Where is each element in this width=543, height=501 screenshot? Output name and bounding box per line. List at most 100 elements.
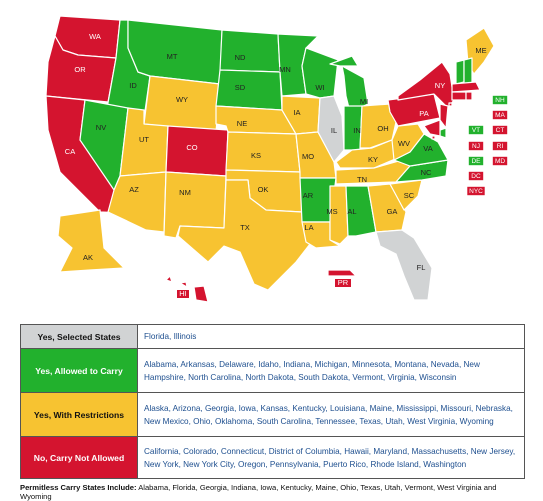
state-badge-vt[interactable]: VT xyxy=(468,125,484,135)
state-nyc[interactable] xyxy=(448,102,453,107)
state-label-tn: TN xyxy=(357,175,367,184)
state-nc[interactable] xyxy=(395,159,449,183)
state-dc[interactable] xyxy=(431,135,436,140)
state-label-pa: PA xyxy=(419,109,428,118)
state-badge-label: MD xyxy=(495,158,505,165)
legend-row-restrictions: Yes, With Restrictions Alaska, Arizona, G… xyxy=(20,392,525,437)
state-label-ny: NY xyxy=(435,81,445,90)
legend-row-selected: Yes, Selected States Florida, Illinois xyxy=(20,324,525,349)
state-label-va: VA xyxy=(423,144,432,153)
state-badge-box xyxy=(492,125,508,135)
footer-heading: Permitless Carry States Include: xyxy=(20,483,137,492)
state-sd[interactable] xyxy=(215,69,283,111)
state-badge-ma[interactable]: MA xyxy=(492,110,508,120)
state-nh[interactable] xyxy=(463,57,473,85)
legend-row-allowed: Yes, Allowed to Carry Alabama, Arkansas, … xyxy=(20,348,525,393)
footer-states: Alabama, Florida, Georgia, Indiana, Iowa… xyxy=(20,483,497,501)
state-badge-box xyxy=(468,156,484,166)
legend-states-list: Alaska, Arizona, Georgia, Iowa, Kansas, … xyxy=(137,392,525,437)
state-label-pr: PR xyxy=(338,278,349,287)
state-badge-box xyxy=(492,156,508,166)
state-label-me: ME xyxy=(475,46,486,55)
state-pa[interactable] xyxy=(387,93,441,127)
state-nj[interactable] xyxy=(439,103,449,129)
state-label-il: IL xyxy=(331,126,337,135)
label-bg-pr xyxy=(335,279,351,287)
state-label-wy: WY xyxy=(176,95,188,104)
state-label-ok: OK xyxy=(258,185,269,194)
state-label-mo: MO xyxy=(302,152,314,161)
legend-states-list: Florida, Illinois xyxy=(137,324,525,349)
state-badge-nyc[interactable]: NYC xyxy=(466,186,486,196)
state-label-hi: HI xyxy=(179,289,187,298)
state-de[interactable] xyxy=(439,127,447,139)
state-badge-md[interactable]: MD xyxy=(492,156,508,166)
state-badge-de[interactable]: DE xyxy=(468,156,484,166)
state-ct[interactable] xyxy=(451,91,467,101)
state-badge-label: NH xyxy=(495,97,505,104)
state-label-ut: UT xyxy=(139,135,149,144)
state-badge-dc[interactable]: DC xyxy=(468,171,484,181)
state-badge-nj[interactable]: NJ xyxy=(468,141,484,151)
state-hi[interactable] xyxy=(165,275,209,303)
state-label-co: CO xyxy=(186,143,197,152)
state-label-ar: AR xyxy=(303,191,314,200)
state-badge-box xyxy=(468,141,484,151)
permitless-carry-footer: Permitless Carry States Include: Alabama… xyxy=(20,483,530,501)
state-badge-ri[interactable]: RI xyxy=(492,141,508,151)
state-tx[interactable] xyxy=(177,179,311,291)
state-vt[interactable] xyxy=(455,59,465,85)
state-label-in: IN xyxy=(353,126,361,135)
state-label-ia: IA xyxy=(293,108,300,117)
state-badge-label: DE xyxy=(471,158,481,165)
state-md[interactable] xyxy=(423,119,441,137)
state-label-fl: FL xyxy=(417,263,426,272)
state-label-ms: MS xyxy=(326,207,337,216)
state-badge-box xyxy=(466,186,486,196)
legend-row-not-allowed: No, Carry Not Allowed California, Colorad… xyxy=(20,436,525,479)
label-bg-hi xyxy=(177,290,189,298)
state-pr[interactable] xyxy=(327,269,357,277)
state-label-ca: CA xyxy=(65,147,75,156)
state-badge-box xyxy=(468,125,484,135)
state-wy[interactable] xyxy=(143,75,221,133)
state-label-ne: NE xyxy=(237,119,247,128)
state-badge-box xyxy=(468,171,484,181)
state-label-ks: KS xyxy=(251,151,261,160)
state-nd[interactable] xyxy=(219,29,281,73)
state-ri[interactable] xyxy=(465,91,473,101)
legend-table: Yes, Selected States Florida, Illinois Yes… xyxy=(20,324,525,479)
state-label-az: AZ xyxy=(129,185,139,194)
state-ms[interactable] xyxy=(329,185,349,245)
state-label-ga: GA xyxy=(387,207,398,216)
state-label-wv: WV xyxy=(398,139,410,148)
state-fl[interactable] xyxy=(375,229,433,301)
state-label-ky: KY xyxy=(368,155,378,164)
state-label-nc: NC xyxy=(421,168,432,177)
legend-states-list: California, Colorado, Connecticut, Distr… xyxy=(137,436,525,479)
state-ma[interactable] xyxy=(451,81,481,93)
state-badge-box xyxy=(492,95,508,105)
state-badge-nh[interactable]: NH xyxy=(492,95,508,105)
state-label-wa: WA xyxy=(89,32,101,41)
state-al[interactable] xyxy=(345,185,377,237)
state-badge-label: DC xyxy=(471,173,481,180)
state-badge-label: VT xyxy=(472,127,480,134)
state-badge-label: MA xyxy=(495,112,505,119)
state-label-la: LA xyxy=(304,223,313,232)
state-label-al: AL xyxy=(347,207,356,216)
state-badge-ct[interactable]: CT xyxy=(492,125,508,135)
state-badge-box xyxy=(492,141,508,151)
state-label-sc: SC xyxy=(404,191,415,200)
legend-category: Yes, Allowed to Carry xyxy=(20,348,138,393)
state-label-mt: MT xyxy=(167,52,178,61)
state-label-mn: MN xyxy=(279,65,291,74)
state-label-sd: SD xyxy=(235,83,246,92)
us-carry-map: WA OR CA ID NV MT WY UT AZ CO NM ND SD NE KS OK TX MN IA MO… xyxy=(45,15,508,303)
legend-states-list: Alabama, Arkansas, Delaware, Idaho, Indi… xyxy=(137,348,525,393)
state-badge-label: RI xyxy=(497,143,504,150)
state-badge-box xyxy=(492,110,508,120)
state-ak[interactable] xyxy=(57,209,125,273)
state-label-nm: NM xyxy=(179,188,191,197)
state-ks[interactable] xyxy=(225,131,301,173)
